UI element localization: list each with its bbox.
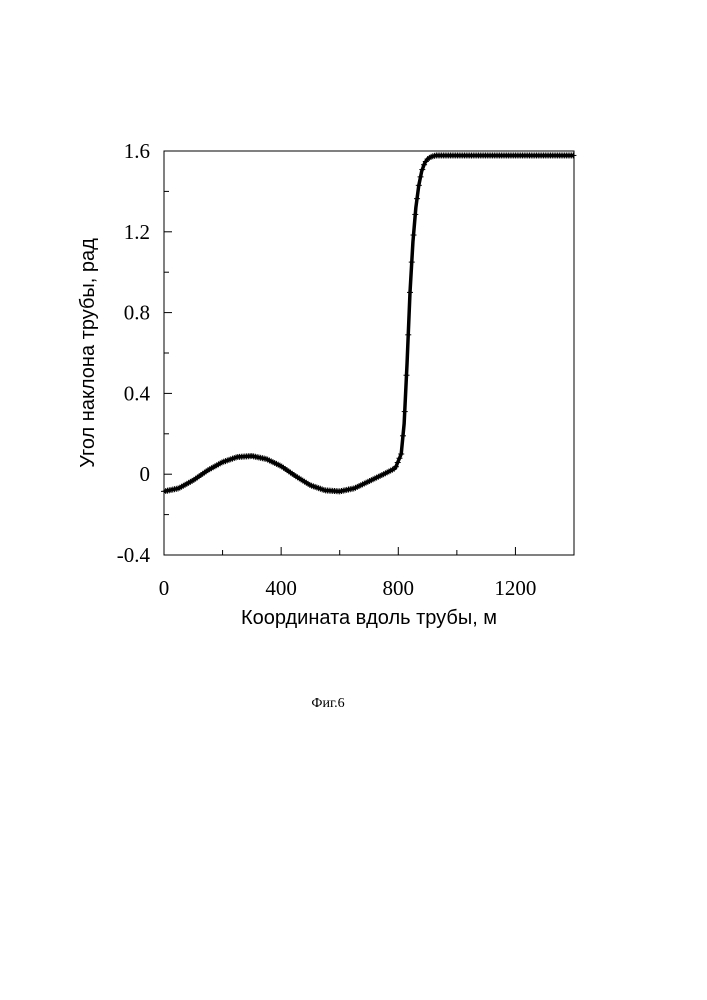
y-tick-label: -0.4 [117, 543, 151, 567]
data-point-marker [411, 232, 417, 238]
x-tick-label: 800 [383, 576, 415, 600]
x-axis-title: Координата вдоль трубы, м [241, 607, 497, 629]
series-line [164, 155, 574, 491]
data-point-marker [409, 259, 415, 265]
data-point-marker [400, 433, 406, 439]
y-tick-label: 1.2 [124, 220, 150, 244]
data-point-marker [407, 289, 413, 295]
data-point-marker [403, 372, 409, 378]
data-point-marker [402, 409, 408, 415]
x-tick-label: 400 [265, 576, 297, 600]
plot-frame [164, 151, 574, 555]
series-layer [161, 152, 576, 494]
y-tick-label: 0.4 [124, 381, 151, 405]
y-axis-title: Угол наклона трубы, рад [77, 238, 99, 468]
y-tick-label: 0 [140, 462, 151, 486]
figure-caption: Фиг.6 [311, 696, 344, 711]
data-point-marker [412, 211, 418, 217]
data-point-marker [414, 196, 420, 202]
x-tick-label: 0 [159, 576, 170, 600]
y-tick-label: 0.8 [124, 301, 150, 325]
y-tick-label: 1.6 [124, 139, 150, 163]
x-tick-label: 1200 [494, 576, 536, 600]
data-point-marker [405, 332, 411, 338]
